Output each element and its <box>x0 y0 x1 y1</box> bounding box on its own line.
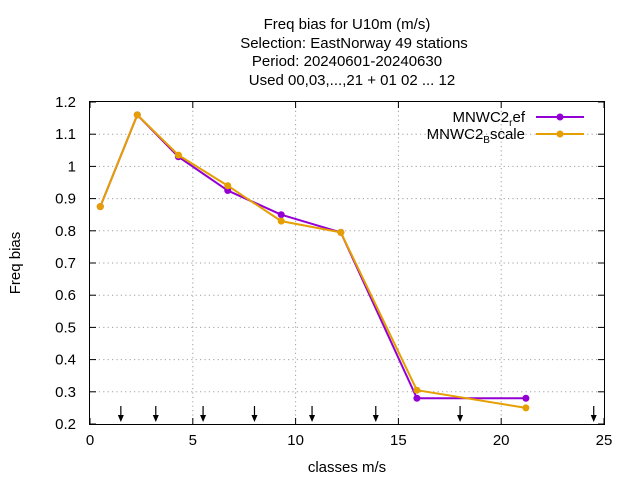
x-tick-label: 5 <box>189 432 197 449</box>
series-line <box>99 113 526 400</box>
title-line-4: Used 00,03,...,21 + 01 02 ... 12 <box>249 72 455 89</box>
class-boundary-arrow <box>251 406 258 422</box>
class-boundary-arrow <box>200 406 207 422</box>
x-tick-label: 25 <box>596 432 613 449</box>
x-tick-label: 20 <box>493 432 510 449</box>
data-point <box>413 394 421 402</box>
data-point <box>277 211 285 219</box>
legend-label: MNWC2ref <box>452 109 525 129</box>
data-point <box>96 203 104 211</box>
series-MNWC2_ref <box>96 111 530 402</box>
legend-swatch-point <box>556 130 564 138</box>
y-axis-label: Freq bias <box>7 232 24 295</box>
data-point <box>277 217 285 225</box>
y-tick-label: 0.7 <box>55 255 76 272</box>
data-point <box>413 386 421 394</box>
y-axis-ticks: 0.2 0.3 0.4 0.5 0.6 0.7 0.8 0.9 1 1.1 1.2 <box>55 94 604 433</box>
data-point <box>174 151 182 159</box>
plot-frame <box>89 101 605 425</box>
x-tick-label: 0 <box>86 432 94 449</box>
y-tick-label: 0.9 <box>55 191 76 208</box>
y-tick-label: 0.5 <box>55 319 76 336</box>
y-tick-label: 0.6 <box>55 287 76 304</box>
y-tick-label: 0.4 <box>55 352 76 369</box>
data-point <box>522 404 530 412</box>
title-line-3: Period: 20240601-20240630 <box>252 53 442 70</box>
legend-item: MNWC2Bscale <box>427 126 584 146</box>
y-tick-label: 0.8 <box>55 223 76 240</box>
legend-label: MNWC2Bscale <box>427 126 525 146</box>
data-point <box>522 394 530 402</box>
x-axis-label: classes m/s <box>308 459 386 476</box>
data-point <box>224 182 232 190</box>
class-boundary-arrow <box>590 406 597 422</box>
data-point <box>337 228 345 236</box>
data-point <box>224 187 232 195</box>
title-line-2: Selection: EastNorway 49 stations <box>240 35 468 52</box>
class-boundary-markers <box>117 406 597 422</box>
x-tick-label: 10 <box>287 432 304 449</box>
series <box>96 111 530 412</box>
series-line <box>99 113 527 409</box>
legend-swatch-point <box>556 113 564 121</box>
class-boundary-arrow <box>117 406 124 422</box>
y-tick-label: 1.2 <box>55 94 76 111</box>
legend-item: MNWC2ref <box>452 109 584 129</box>
class-boundary-arrow <box>152 406 159 422</box>
y-tick-label: 0.3 <box>55 384 76 401</box>
data-point <box>133 111 141 119</box>
x-tick-label: 15 <box>390 432 407 449</box>
y-tick-label: 1 <box>68 158 76 175</box>
x-axis-ticks: 0 5 10 15 20 25 <box>86 102 613 449</box>
class-boundary-arrow <box>457 406 464 422</box>
class-boundary-arrow <box>372 406 379 422</box>
y-tick-label: 0.2 <box>55 416 76 433</box>
series-MNWC2_Bscale <box>96 111 530 412</box>
y-tick-label: 1.1 <box>55 126 76 143</box>
grid <box>90 102 604 424</box>
class-boundary-arrow <box>309 406 316 422</box>
title-line-1: Freq bias for U10m (m/s) <box>264 16 431 33</box>
chart-title: Freq bias for U10m (m/s) Selection: East… <box>240 16 468 89</box>
